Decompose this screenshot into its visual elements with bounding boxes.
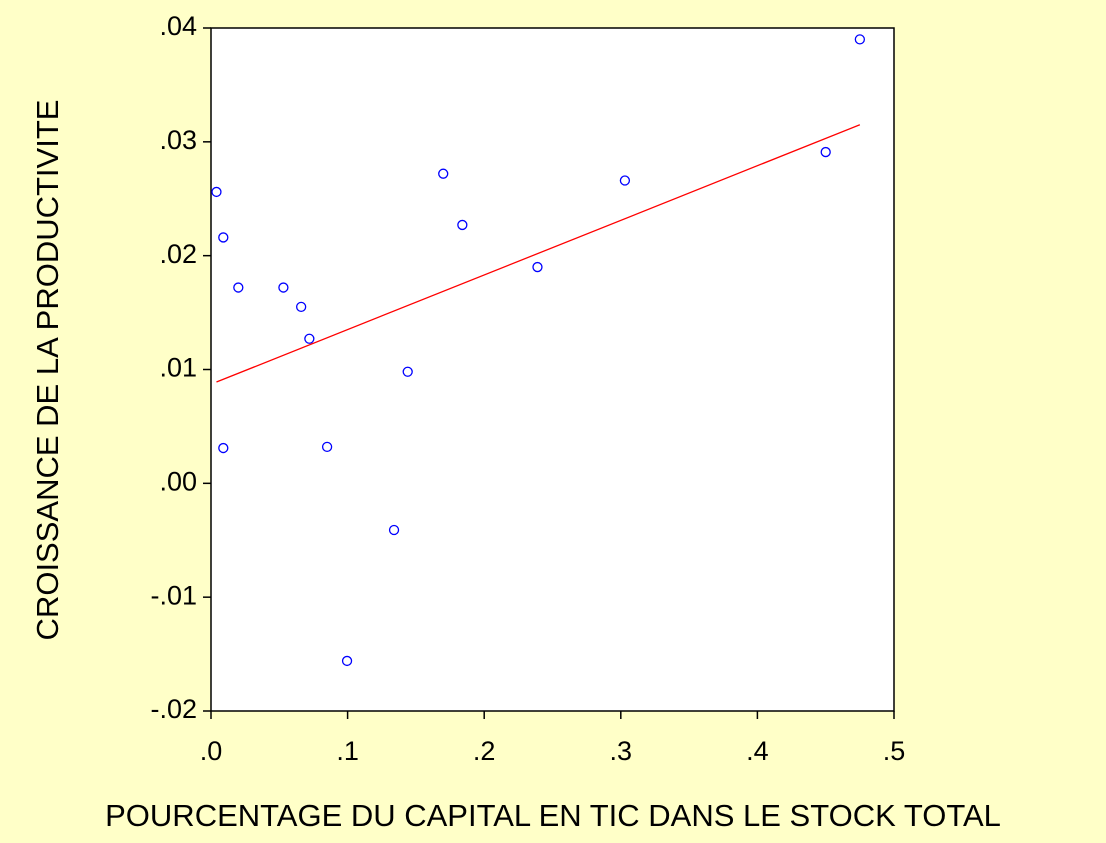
y-tick-label: .03 [159,125,197,155]
point [278,282,289,293]
point [820,146,831,158]
point [321,441,333,453]
point [341,655,353,667]
x-tick-label: .2 [473,736,496,766]
point [532,261,543,273]
y-axis-title: CROISSANCE DE LA PRODUCTIVITE [30,100,65,641]
x-axis-title: POURCENTAGE DU CAPITAL EN TIC DANS LE ST… [105,798,1001,833]
point [296,301,307,313]
x-tick-label: .4 [746,736,769,766]
y-tick-label: .04 [159,11,197,41]
x-tick-label: .1 [336,736,359,766]
point [218,442,229,454]
point [402,366,413,377]
x-tick-label: .0 [200,736,223,766]
point [304,333,315,344]
x-tick-label: .5 [883,736,906,766]
fit-line [216,124,861,383]
point [233,282,244,293]
y-tick-label: .02 [159,239,197,269]
y-tick-label: .01 [159,353,197,383]
point [218,232,229,243]
y-tick-label: -.01 [150,580,197,610]
x-tick-label: .3 [610,736,633,766]
point [438,168,449,179]
y-tick-label: .00 [159,466,197,496]
y-tick-label: -.02 [150,694,197,724]
point [388,524,400,536]
point [457,219,468,231]
plot-area [210,27,895,712]
point [619,175,631,186]
point [854,34,865,45]
point [211,186,222,198]
